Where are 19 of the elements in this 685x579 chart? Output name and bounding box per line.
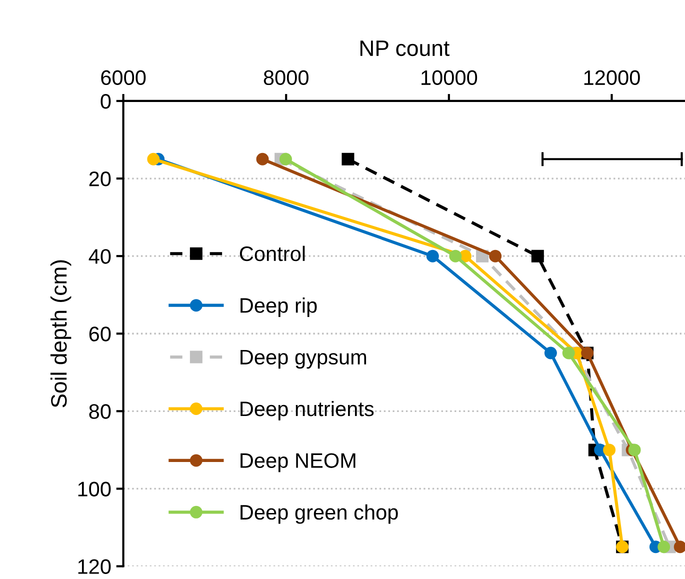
legend-label: Control [240, 246, 305, 262]
y-tick-label: 80 [89, 404, 111, 419]
legend-label: Deep gypsum [240, 350, 366, 369]
y-tick-label: 100 [78, 482, 111, 496]
legend-label: Deep NEOM [240, 453, 356, 472]
y-tick-label: 40 [88, 249, 111, 264]
x-tick-label: 12000 [584, 70, 640, 86]
legend-label: Deep green chop [240, 504, 398, 524]
x-tick-label: 8000 [264, 70, 308, 86]
x-tick-label: 6000 [101, 70, 146, 86]
legend-label: Deep nutrients [240, 400, 374, 420]
y-tick-label: 120 [78, 559, 111, 574]
y-tick-label: 60 [89, 326, 111, 342]
legend-label: Deep rip [240, 298, 317, 317]
y-tick-label: 0 [100, 94, 111, 109]
y-axis-title: Soil depth (cm) [50, 260, 72, 408]
x-tick-label: 10000 [422, 70, 478, 86]
y-tick-label: 20 [89, 172, 111, 186]
x-axis-title: NP count [360, 40, 450, 56]
